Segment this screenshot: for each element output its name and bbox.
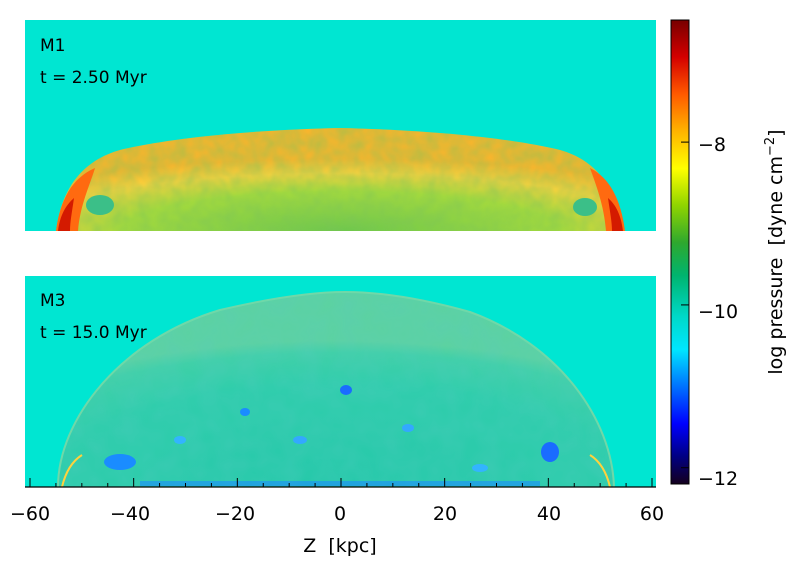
x-tick-label: 60 (640, 503, 664, 525)
panel-m1-time-label: t = 2.50 Myr (40, 68, 147, 88)
x-tick-label: −20 (215, 503, 255, 525)
panel-m3-time-label: t = 15.0 Myr (40, 323, 147, 343)
colorbar-title-main: log pressure [dyne cm (765, 156, 787, 375)
colorbar-tick-label: −10 (698, 301, 738, 323)
m1-right-hotspot-core (608, 198, 623, 231)
m1-turbulence (56, 128, 625, 231)
panel-m1: M1 t = 2.50 Myr (25, 20, 656, 231)
colorbar-gradient (670, 19, 690, 485)
m3-texture (58, 292, 614, 487)
x-axis-ticks (29, 478, 653, 487)
m3-right-shock-edge (589, 454, 611, 487)
m1-left-hotspot-core (58, 198, 74, 231)
x-tick-label: −40 (110, 503, 150, 525)
x-tick-label: −60 (10, 503, 50, 525)
colorbar-tick-label: −8 (698, 134, 726, 156)
colorbar-title: log pressure [dyne cm−2] (763, 129, 787, 374)
colorbar-ticks (681, 141, 689, 469)
colorbar-title-exponent: −2 (763, 137, 778, 156)
m1-left-eddy (86, 195, 114, 215)
m3-bow-shock (57, 290, 615, 487)
colorbar-tick-label: −12 (698, 468, 738, 490)
x-tick-label: 0 (334, 503, 346, 525)
panel-m3: M3 t = 15.0 Myr (25, 276, 656, 487)
m1-right-eddy (573, 198, 597, 216)
x-tick-label: 20 (433, 503, 457, 525)
x-axis: −60 −40 −20 0 20 40 60 Z [kpc] (10, 478, 664, 557)
m3-low-pressure-pockets (104, 385, 559, 486)
colorbar: −8 −10 −12 log pressure [dyne cm−2] (670, 19, 787, 490)
colorbar-title-close: ] (765, 129, 787, 136)
x-tick-label: 40 (537, 503, 561, 525)
x-axis-title: Z [kpc] (303, 535, 376, 557)
panel-m1-model-label: M1 (40, 36, 65, 56)
m3-left-shock-edge (61, 454, 83, 487)
panel-m3-model-label: M3 (40, 291, 65, 311)
